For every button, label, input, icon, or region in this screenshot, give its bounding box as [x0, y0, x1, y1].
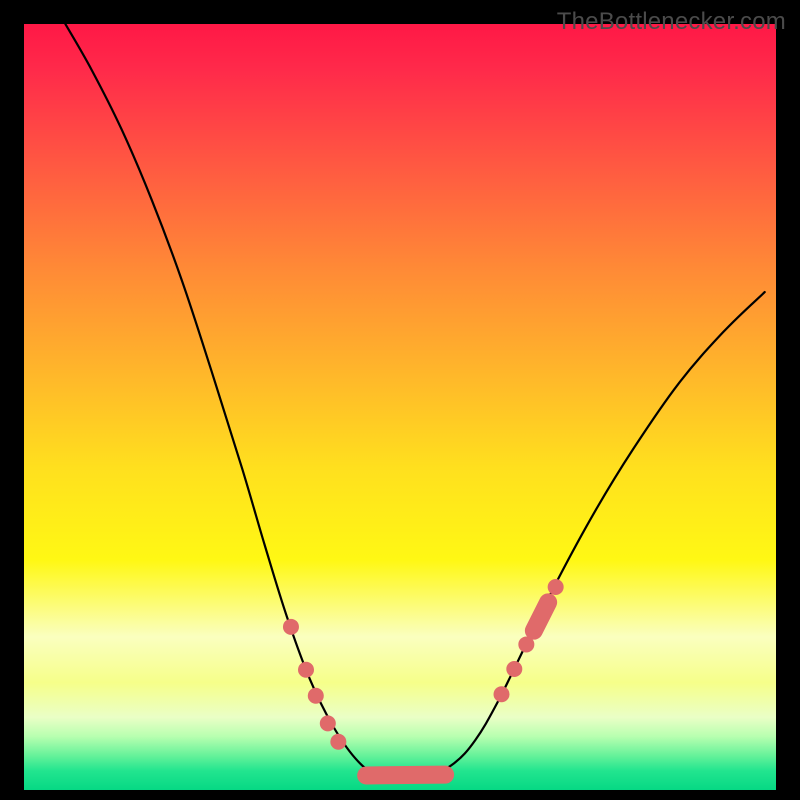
marker-dot	[283, 619, 299, 635]
watermark-text: TheBottlenecker.com	[557, 8, 786, 36]
chart-background	[24, 24, 776, 790]
marker-dot	[494, 686, 510, 702]
marker-capsule	[366, 775, 445, 776]
marker-capsule	[534, 602, 548, 630]
marker-dot	[320, 715, 336, 731]
chart-svg	[24, 24, 776, 790]
marker-dot	[506, 661, 522, 677]
marker-dot	[298, 662, 314, 678]
marker-dot	[308, 688, 324, 704]
marker-dot	[548, 579, 564, 595]
marker-dot	[330, 734, 346, 750]
plot-area	[24, 24, 776, 790]
stage: TheBottlenecker.com	[0, 0, 800, 800]
